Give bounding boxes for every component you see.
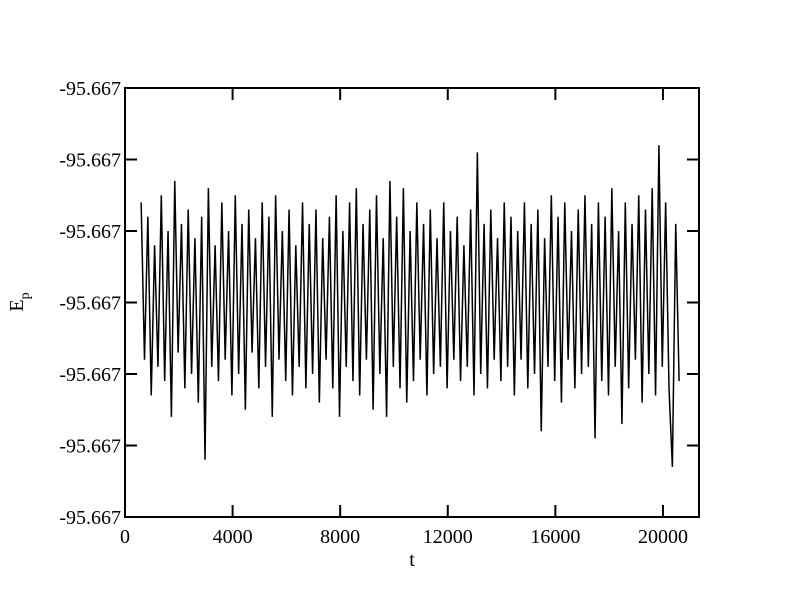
y-tick-label: -95.667 [59, 78, 121, 100]
y-tick-label: -95.667 [59, 221, 121, 243]
x-tick-label: 20000 [638, 526, 688, 548]
y-label-main: E [6, 299, 28, 311]
x-tick-label: 0 [120, 526, 130, 548]
x-tick-label: 4000 [213, 526, 253, 548]
x-tick-label: 16000 [530, 526, 580, 548]
y-tick-label: -95.667 [59, 364, 121, 386]
x-axis-label: t [409, 549, 415, 571]
x-tick-label: 8000 [320, 526, 360, 548]
y-label-sub: p [18, 292, 33, 299]
data-line [140, 145, 680, 467]
y-tick-label: -95.667 [59, 436, 121, 458]
y-tick-label: -95.667 [59, 507, 121, 529]
y-axis-label: Ep [6, 292, 33, 311]
y-tick-label: -95.667 [59, 150, 121, 172]
y-tick-label: -95.667 [59, 293, 121, 315]
x-tick-label: 12000 [423, 526, 473, 548]
